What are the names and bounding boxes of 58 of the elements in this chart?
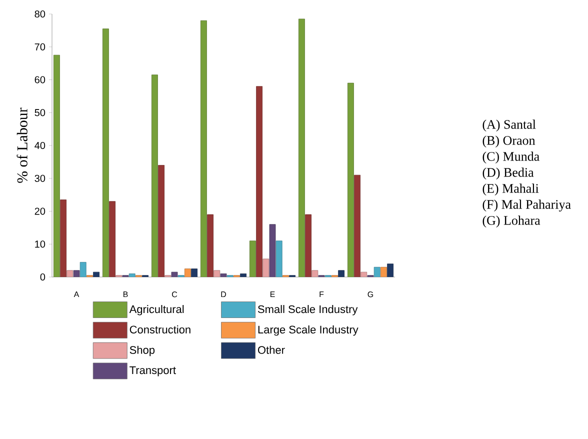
x-tick-label: D <box>221 292 226 298</box>
y-axis-title: % of Labour <box>16 108 28 183</box>
text: (C) Munda <box>482 152 540 164</box>
legend-label: Large Scale Industry <box>258 325 358 336</box>
bar <box>220 274 227 277</box>
y-tick-label: 60 <box>34 76 46 84</box>
y-tick-label: 30 <box>34 174 46 182</box>
legend-label: Construction <box>130 325 190 334</box>
bar <box>158 165 164 277</box>
bar <box>348 82 354 277</box>
bar <box>102 28 109 277</box>
legend-label: Other <box>258 346 285 354</box>
bar <box>354 174 360 277</box>
bar <box>207 214 214 277</box>
text: (G) Lohara <box>482 216 540 228</box>
text: (E) Mahali <box>482 184 539 196</box>
y-tick-label: 20 <box>34 208 46 215</box>
bar <box>152 74 158 277</box>
y-tick-label: 10 <box>35 240 46 248</box>
bar <box>250 240 256 277</box>
y-tick-label: 70 <box>34 43 46 50</box>
bar <box>269 224 276 277</box>
bar <box>66 270 74 277</box>
text: (B) Oraon <box>482 136 536 148</box>
x-tick-label: F <box>320 292 324 298</box>
bar <box>200 20 207 277</box>
bar <box>374 266 380 277</box>
bar <box>109 201 116 277</box>
bar <box>305 214 312 277</box>
bar <box>60 200 66 277</box>
y-tick-label: 40 <box>34 142 46 150</box>
y-tick-label: 80 <box>34 10 46 18</box>
y-tick-label: 0 <box>40 273 46 281</box>
legend-label: Small Scale Industry <box>258 305 358 316</box>
x-tick-label: E <box>270 292 275 298</box>
x-tick-label: B <box>123 292 128 298</box>
x-tick-label: G <box>368 292 374 298</box>
text: (D) Bedia <box>482 168 534 180</box>
text: (A) Santal <box>482 120 536 132</box>
bar <box>80 262 86 277</box>
bar <box>73 270 80 277</box>
text: (F) Mal Pahariya <box>482 200 571 212</box>
bar <box>298 18 305 277</box>
bar <box>262 258 270 277</box>
legend-label: Agricultural <box>129 305 184 316</box>
bar <box>171 272 178 277</box>
bar <box>360 272 368 277</box>
bar <box>312 270 318 277</box>
bar <box>276 240 282 277</box>
bar <box>256 86 262 277</box>
x-tick-label: C <box>172 292 178 298</box>
legend-label: Shop <box>130 346 155 356</box>
bar <box>128 274 136 277</box>
bar <box>54 54 60 277</box>
bar <box>214 270 220 277</box>
x-tick-label: A <box>74 292 80 298</box>
legend-label: Transport <box>130 366 176 376</box>
y-tick-label: 50 <box>34 109 46 116</box>
